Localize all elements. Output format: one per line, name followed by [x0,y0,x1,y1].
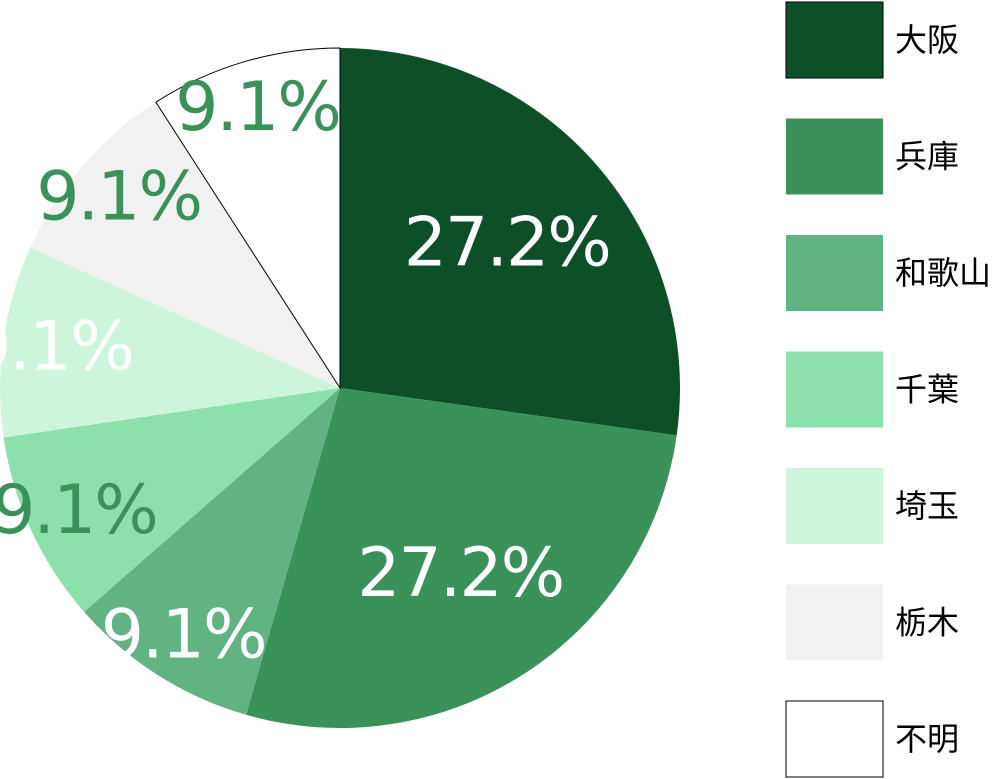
legend-label-6: 栃木 [895,604,959,642]
slice-data-label-5: 9.1% [0,308,133,387]
legend-swatch-5 [786,468,883,544]
pie-slice-3 [84,388,340,715]
slice-data-label-3: 9.1% [101,595,266,674]
pie-slice-2 [246,388,677,728]
legend-label-2: 兵庫 [895,138,959,176]
pie-slice-6 [30,102,341,388]
pie-slice-labels: 27.2% 27.2% 9.1% 9.1% 9.1% 9.1% 9.1% [0,68,612,674]
slice-data-label-6: 9.1% [36,157,201,236]
legend-swatch-7 [785,700,884,778]
legend-swatch-2 [786,118,883,195]
legend-swatch-3 [786,235,883,311]
pie-slices [0,47,680,728]
pie-slice-1 [340,48,680,436]
legend-swatch-4 [786,351,883,428]
legend-label-4: 千葉 [895,371,959,409]
slice-data-label-4: 9.1% [0,471,157,550]
legend-label-7: 不明 [895,720,959,758]
pie-slice-7 [155,47,341,390]
legend-label-1: 大阪 [895,21,959,59]
slice-data-label-1: 27.2% [404,204,610,283]
pie-slice-4 [3,388,340,612]
legend-label-5: 埼玉 [895,487,959,525]
legend-swatch-1 [785,1,884,79]
legend-swatch-6 [786,584,883,661]
pie-slice-5 [0,247,340,438]
legend-label-3: 和歌山 [895,254,991,292]
slice-data-label-7: 9.1% [175,68,340,147]
slice-data-label-2: 27.2% [357,534,563,613]
